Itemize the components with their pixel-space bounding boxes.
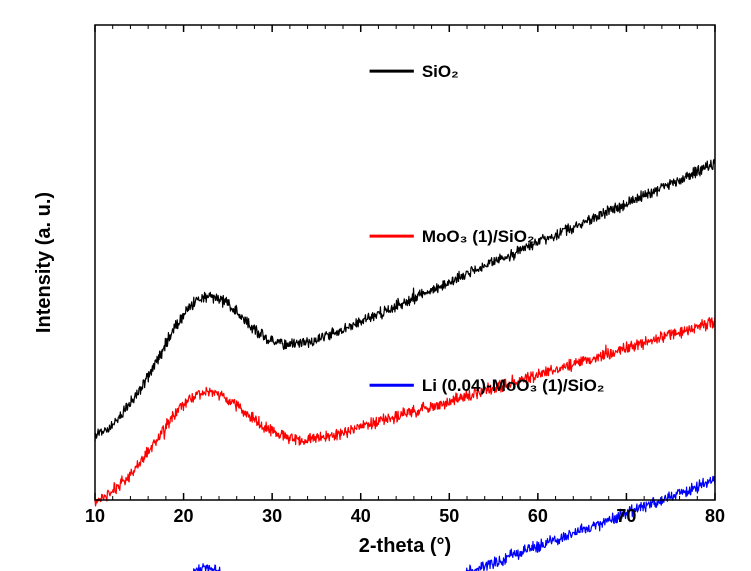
xrd-chart: 10 20 30 40 50 60 70 80 2-theta (°) Intensity (a.… xyxy=(0,0,751,571)
x-tick-label: 20 xyxy=(174,506,194,526)
chart-svg: 10 20 30 40 50 60 70 80 2-theta (°) Intensity (a.… xyxy=(0,0,751,571)
x-axis-label: 2-theta (°) xyxy=(359,535,451,557)
x-tick-label: 10 xyxy=(85,506,105,526)
x-tick-label: 50 xyxy=(439,506,459,526)
y-axis-label: Intensity (a. u.) xyxy=(33,192,55,333)
legend-label-Li-MoO3-SiO2: Li (0.04)-MoO₃ (1)/SiO₂ xyxy=(422,376,605,395)
x-tick-label: 60 xyxy=(528,506,548,526)
legend-label-SiO2: SiO₂ xyxy=(422,62,459,81)
x-tick-label: 40 xyxy=(351,506,371,526)
x-tick-label: 80 xyxy=(705,506,725,526)
x-tick-label: 70 xyxy=(616,506,636,526)
x-tick-label: 30 xyxy=(262,506,282,526)
legend-label-MoO3-SiO2: MoO₃ (1)/SiO₂ xyxy=(422,227,535,246)
